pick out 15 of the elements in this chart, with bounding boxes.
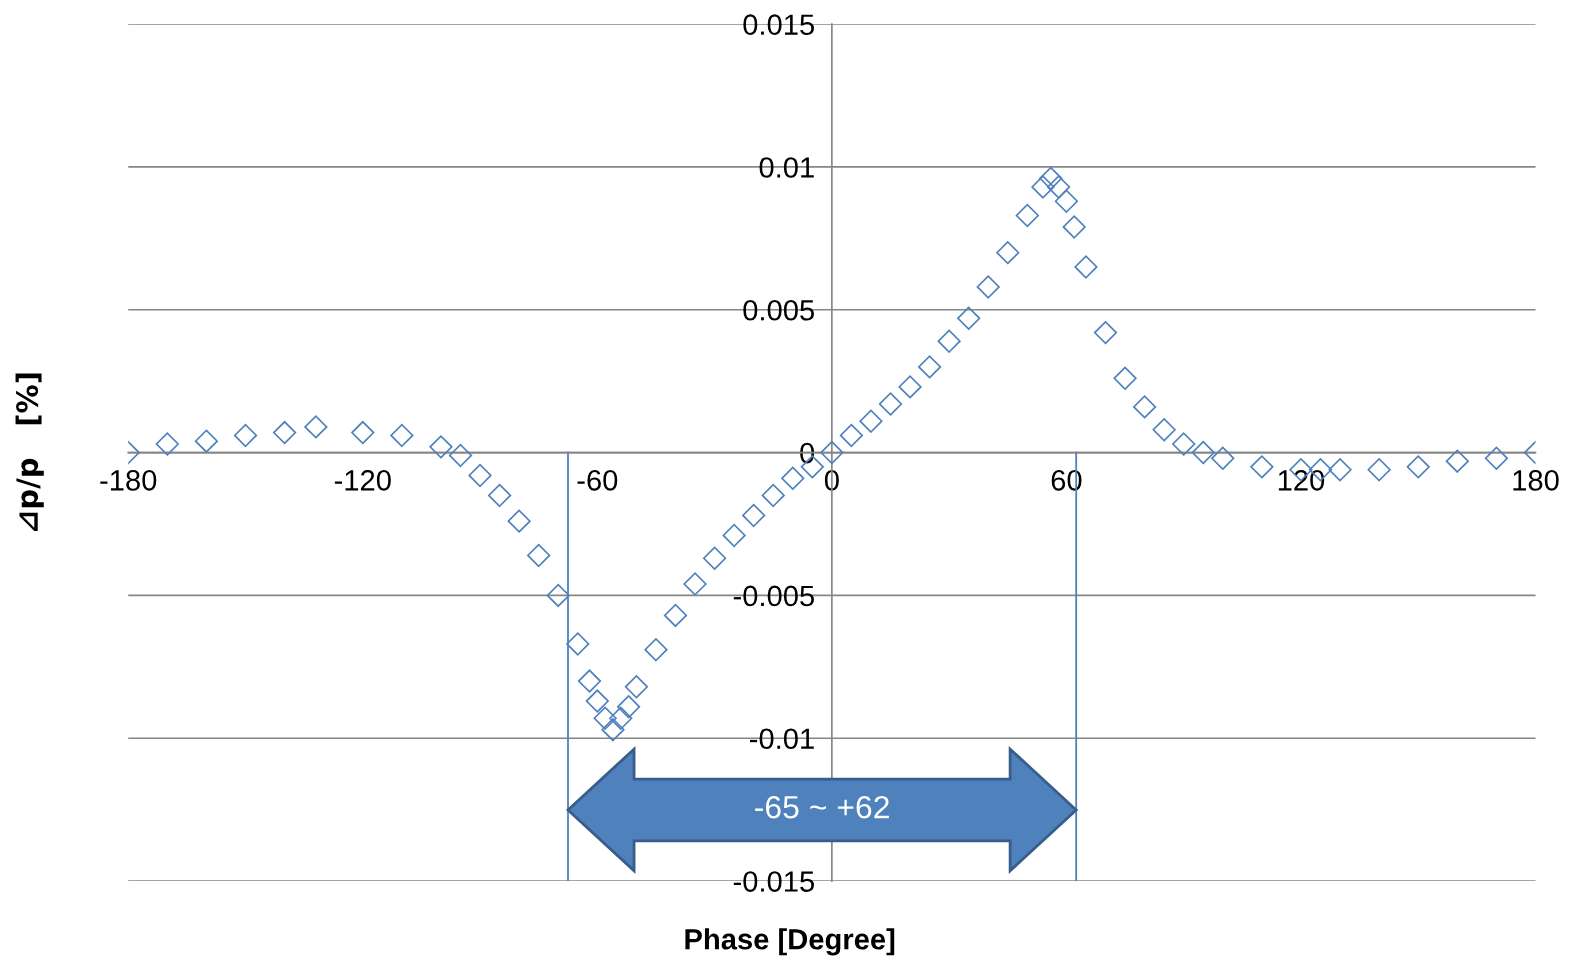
y-axis-title: ⊿p/p [%] xyxy=(15,373,44,532)
x-axis-title: Phase [Degree] xyxy=(685,928,895,956)
y-tick-label: 0.015 xyxy=(743,14,814,35)
y-tick-label: -0.005 xyxy=(733,585,814,607)
y-tick-label: 0.01 xyxy=(759,157,814,178)
y-tick-label: -0.015 xyxy=(733,871,814,892)
y-tick-label: -0.01 xyxy=(750,728,814,750)
annotation: -65 ~ +62 xyxy=(755,795,889,819)
x-tick-label: -180 xyxy=(100,470,157,491)
x-tick-label: 120 xyxy=(1278,470,1325,491)
x-tick-label: 0 xyxy=(824,470,839,491)
x-tick-label: -120 xyxy=(334,470,391,491)
x-tick-label: -60 xyxy=(577,470,618,491)
y-tick-label: 0.005 xyxy=(743,299,814,321)
x-tick-label: 180 xyxy=(1513,470,1559,491)
